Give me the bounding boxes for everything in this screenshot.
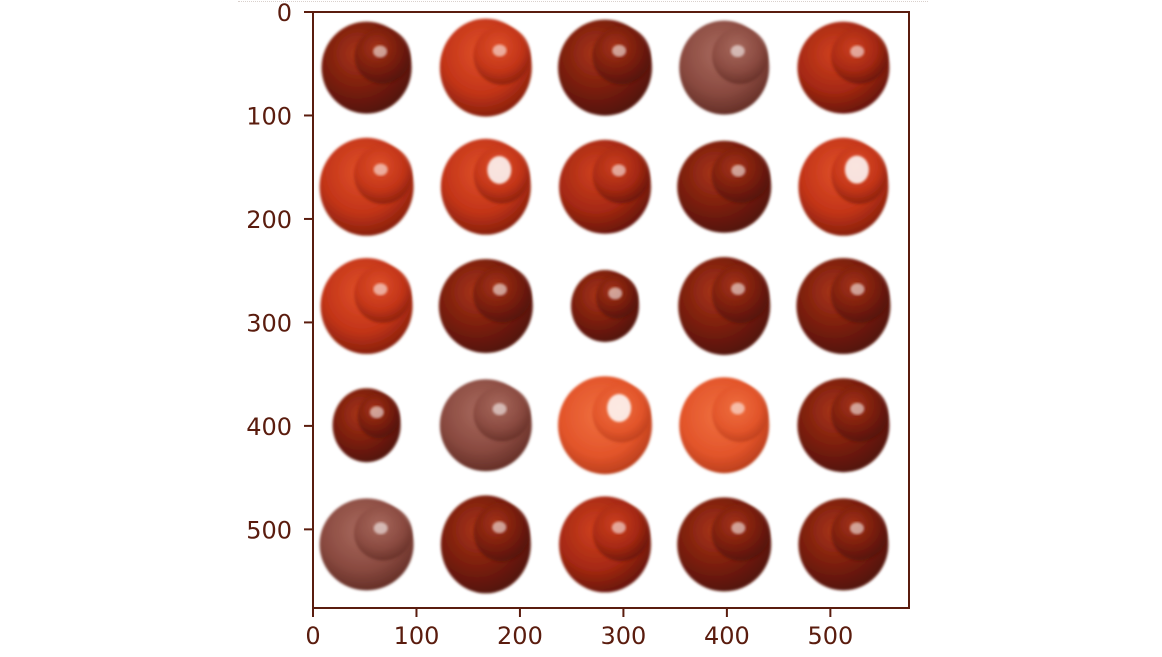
image-tile — [559, 496, 651, 593]
image-tile — [798, 498, 889, 591]
y-tick-label: 300 — [246, 309, 292, 337]
image-tile — [440, 138, 531, 235]
image-tile — [319, 498, 414, 591]
image-tile — [677, 497, 772, 592]
y-tick-label: 400 — [246, 413, 292, 441]
image-tile — [439, 18, 532, 117]
y-tick-label: 500 — [246, 516, 292, 544]
image-tile — [319, 137, 414, 236]
y-tick-label: 100 — [246, 102, 292, 130]
image-tile — [678, 257, 771, 355]
image-tile — [797, 378, 890, 473]
image-tile — [798, 137, 889, 236]
image-tile — [439, 379, 532, 472]
y-tick-label: 200 — [246, 206, 292, 234]
image-tile — [321, 21, 412, 114]
x-tick-label: 500 — [807, 622, 853, 650]
x-tick-label: 400 — [704, 622, 750, 650]
image-tile — [797, 21, 890, 114]
image-tile — [571, 270, 639, 342]
image-tile — [559, 139, 651, 234]
y-tick-label: 0 — [277, 0, 292, 27]
top-dotted-rule — [238, 1, 928, 2]
image-tile — [320, 258, 413, 354]
image-tile — [679, 377, 770, 474]
image-tile — [796, 258, 891, 354]
image-tile — [438, 259, 533, 353]
image-tile — [332, 388, 401, 463]
image-tile — [558, 376, 652, 475]
image-area — [319, 18, 891, 594]
image-tile — [679, 20, 770, 115]
x-tick-label: 0 — [305, 622, 320, 650]
x-tick-label: 100 — [394, 622, 440, 650]
image-tile — [440, 495, 531, 594]
image-tile — [558, 19, 652, 116]
x-tick-label: 200 — [497, 622, 543, 650]
x-tick-label: 300 — [601, 622, 647, 650]
axis-ticks: 0 100 200 300 400 500 0 100 200 300 400 500 — [246, 0, 853, 650]
image-tile — [677, 140, 772, 233]
axes-frame — [312, 11, 910, 609]
